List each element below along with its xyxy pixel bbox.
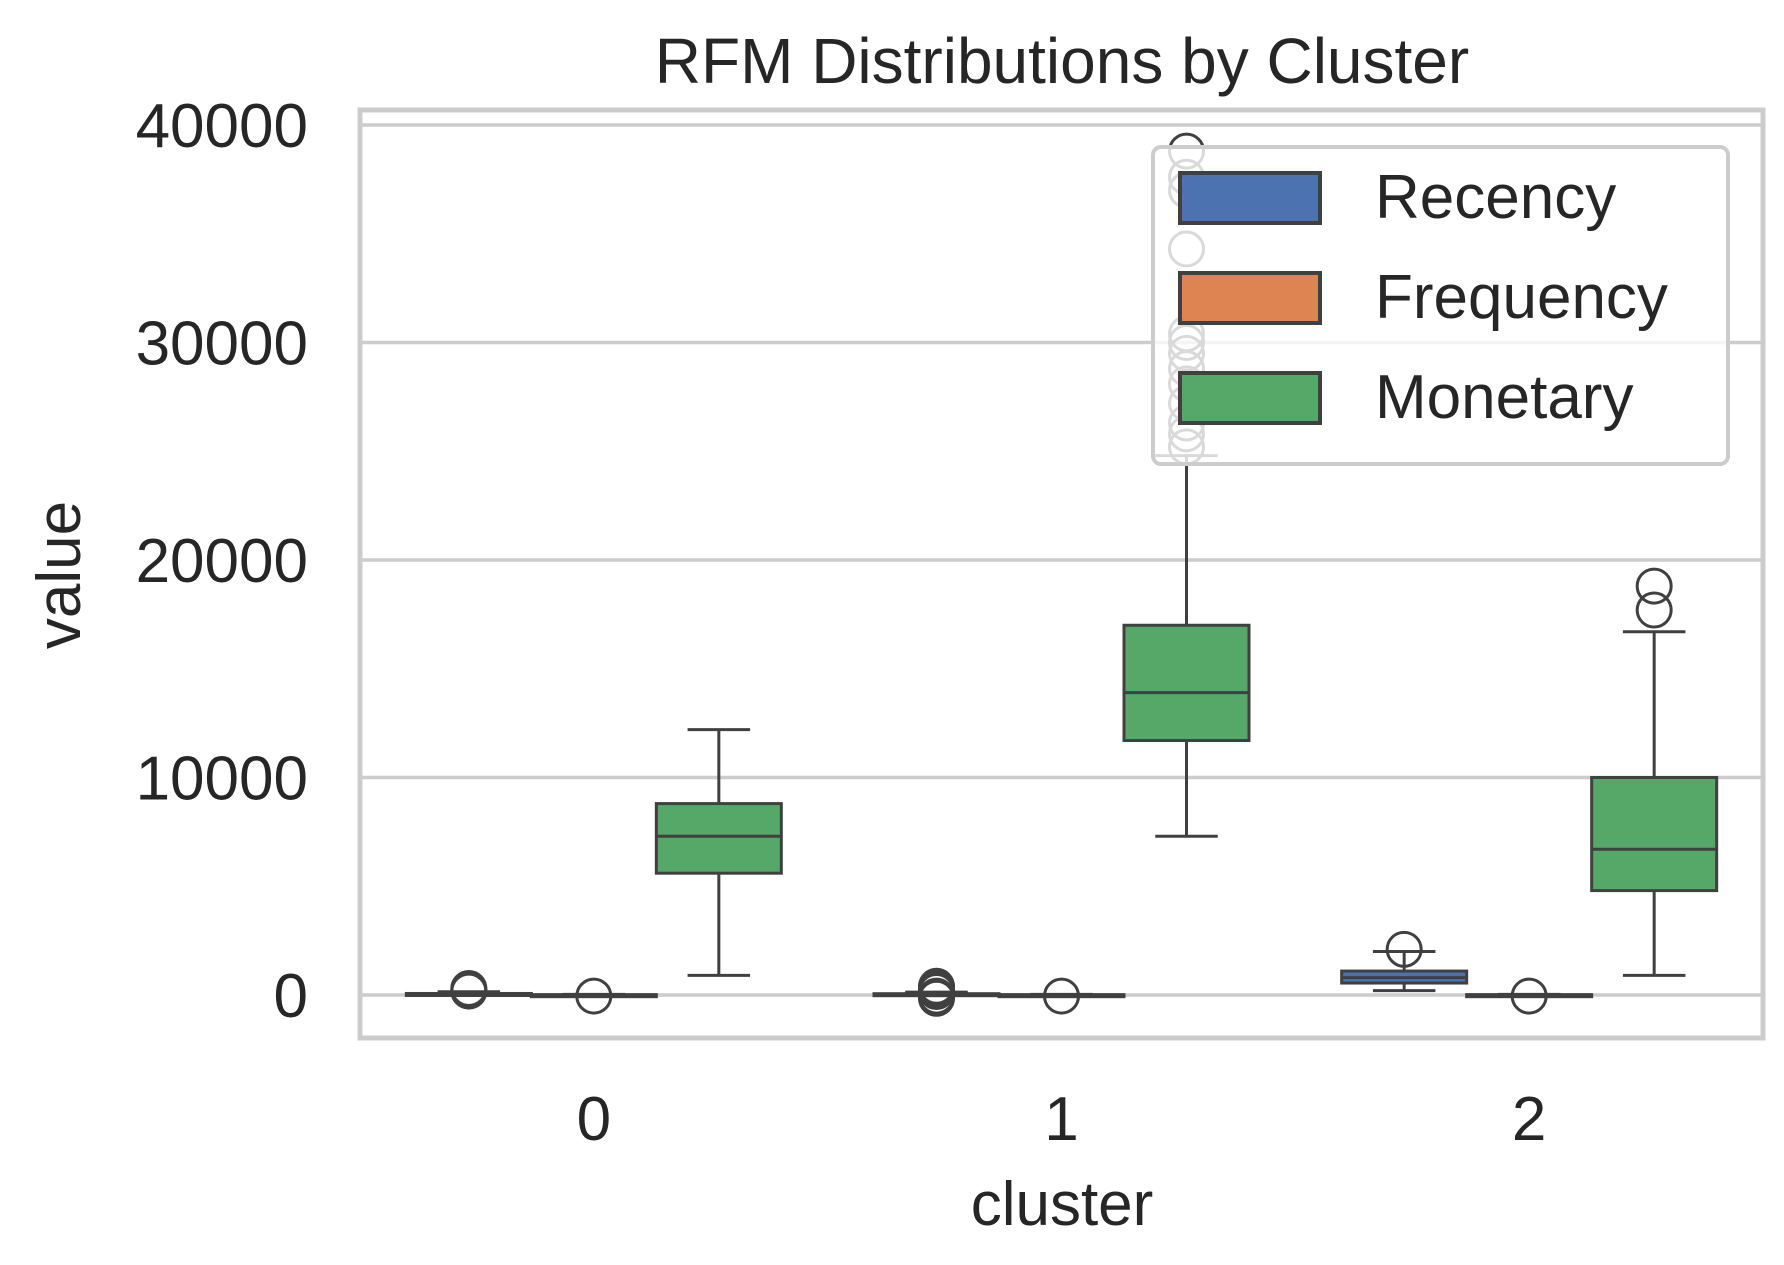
- plot-frame: [357, 107, 1766, 1041]
- chart-title: RFM Distributions by Cluster: [655, 25, 1469, 97]
- legend-swatch-frequency: [1178, 271, 1322, 325]
- box-layer: [404, 132, 1719, 1017]
- y-tick-label-0: 0: [274, 962, 308, 1031]
- legend-label-monetary: Monetary: [1375, 363, 1633, 432]
- box-recency-cluster-1: [872, 967, 1001, 1017]
- box-frequency-cluster-1: [997, 977, 1126, 1015]
- axis-layer: 0 10000 20000 30000 40000 0 1 2: [136, 92, 1766, 1154]
- x-tick-label-1: 1: [1044, 1085, 1078, 1154]
- outlier-point-1: [1635, 567, 1673, 605]
- x-tick-label-2: 2: [1512, 1085, 1546, 1154]
- outlier-point-0: [1385, 930, 1423, 968]
- box-body: [1122, 623, 1251, 743]
- legend-label-recency: Recency: [1375, 163, 1616, 232]
- y-tick-label-1: 10000: [136, 745, 308, 814]
- box-monetary-cluster-0: [654, 728, 783, 977]
- outlier-point-0: [1043, 977, 1080, 1015]
- box-monetary-cluster-1: [1122, 132, 1251, 838]
- x-axis-label: cluster: [971, 1170, 1154, 1239]
- outlier-point-8: [918, 967, 955, 1005]
- outlier-point-3: [450, 969, 488, 1007]
- legend-label-frequency: Frequency: [1375, 263, 1668, 332]
- box-recency-cluster-2: [1340, 930, 1469, 993]
- y-axis-label: value: [25, 501, 94, 649]
- box-monetary-cluster-2: [1590, 567, 1719, 977]
- y-tick-label-4: 40000: [136, 92, 308, 161]
- box-body: [1590, 776, 1719, 893]
- legend-swatch-monetary: [1178, 371, 1322, 425]
- legend: Recency Frequency Monetary: [1151, 145, 1730, 466]
- y-tick-label-2: 20000: [136, 527, 308, 596]
- box-frequency-cluster-2: [1465, 977, 1594, 1015]
- x-tick-label-0: 0: [577, 1085, 611, 1154]
- box-frequency-cluster-0: [529, 977, 658, 1015]
- box-body: [654, 802, 783, 875]
- outlier-point-0: [1635, 591, 1673, 629]
- legend-swatch-recency: [1178, 171, 1322, 225]
- outlier-point-0: [575, 977, 613, 1015]
- outlier-point-0: [1510, 977, 1548, 1015]
- y-tick-label-3: 30000: [136, 310, 308, 379]
